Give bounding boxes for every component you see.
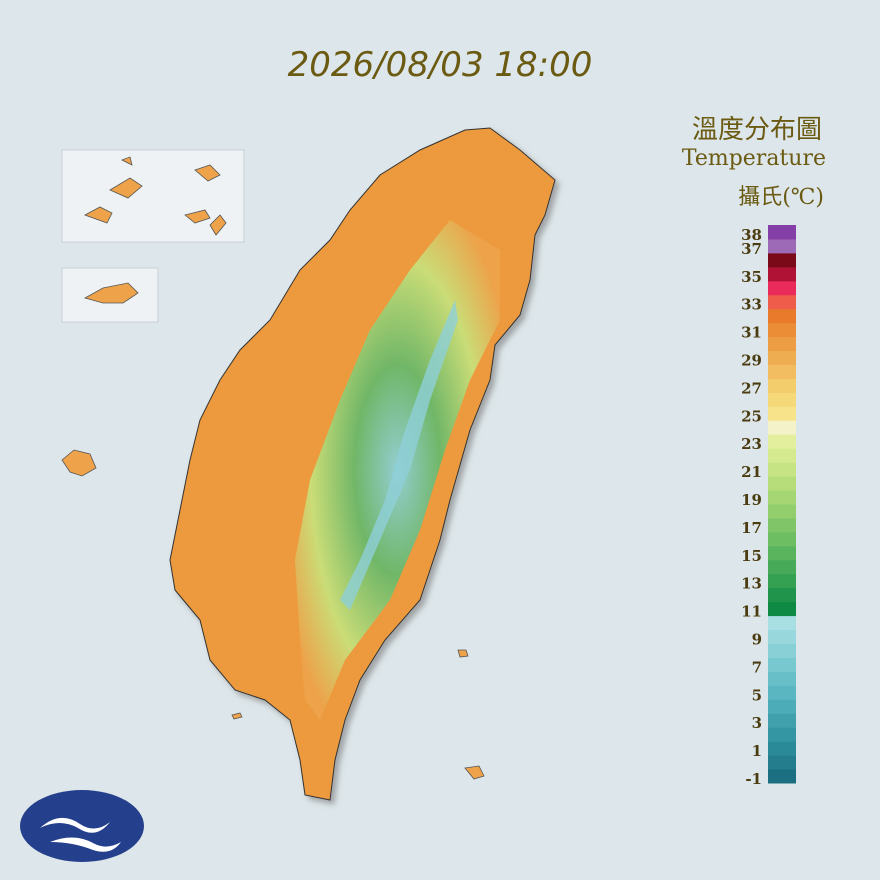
colorbar-swatch <box>768 573 796 589</box>
colorbar-tick-label: -1 <box>745 770 762 788</box>
colorbar-swatch <box>768 769 796 784</box>
colorbar <box>768 225 796 784</box>
colorbar-swatch <box>768 504 796 519</box>
colorbar-swatch <box>768 350 796 365</box>
colorbar-swatch <box>768 629 796 644</box>
colorbar-swatch <box>768 280 796 296</box>
colorbar-swatch <box>768 420 796 435</box>
colorbar-swatch <box>768 643 796 658</box>
high-peaks <box>340 300 458 610</box>
colorbar-swatch <box>768 238 796 254</box>
colorbar-swatch <box>768 699 796 714</box>
colorbar-swatch <box>768 531 796 547</box>
colorbar-swatch <box>768 545 796 561</box>
colorbar-tick-label: 27 <box>741 379 762 397</box>
colorbar-tick-label: 1 <box>752 742 762 760</box>
colorbar-tick-label: 13 <box>741 575 762 593</box>
colorbar-tick-label: 37 <box>741 240 762 258</box>
colorbar-swatch <box>768 448 796 463</box>
colorbar-swatch <box>768 755 796 770</box>
colorbar-tick-label: 23 <box>741 435 762 453</box>
colorbar-swatch <box>768 364 796 379</box>
colorbar-swatch <box>768 601 796 617</box>
colorbar-tick-label: 15 <box>741 547 762 565</box>
legend-unit: 攝氏(℃) <box>738 185 824 210</box>
colorbar-swatch <box>768 657 796 672</box>
colorbar-swatch <box>768 308 796 324</box>
colorbar-swatch <box>768 587 796 603</box>
colorbar-tick-label: 31 <box>741 324 762 342</box>
colorbar-tick-label: 38 <box>741 226 762 244</box>
timestamp: 2026/08/03 18:00 <box>288 45 593 85</box>
colorbar-swatch <box>768 727 796 742</box>
colorbar-tick-label: 7 <box>752 658 762 676</box>
colorbar-tick-label: 17 <box>741 519 762 537</box>
colorbar-swatch <box>768 490 796 505</box>
colorbar-tick-label: 11 <box>741 603 762 621</box>
colorbar-swatch <box>768 252 796 268</box>
colorbar-tick-label: 25 <box>741 407 762 425</box>
outlying-islands <box>61 149 485 780</box>
colorbar-swatch <box>768 462 796 477</box>
colorbar-tick-label: 29 <box>741 352 762 370</box>
logo <box>20 790 144 862</box>
colorbar-tick-label: 19 <box>741 491 762 509</box>
colorbar-tick-label: 33 <box>741 296 762 314</box>
colorbar-swatch <box>768 559 796 575</box>
colorbar-swatch <box>768 671 796 686</box>
legend-title: 溫度分布圖 <box>692 115 822 145</box>
colorbar-swatch <box>768 713 796 728</box>
colorbar-swatch <box>768 378 796 393</box>
colorbar-swatch <box>768 434 796 449</box>
colorbar-tick-label: 3 <box>752 714 762 732</box>
colorbar-swatch <box>768 615 796 631</box>
colorbar-swatch <box>768 294 796 310</box>
colorbar-tick-label: 5 <box>752 686 762 704</box>
colorbar-swatch <box>768 392 796 407</box>
colorbar-swatch <box>768 517 796 533</box>
colorbar-swatch <box>768 322 796 338</box>
colorbar-tick-label: 21 <box>741 463 762 481</box>
colorbar-swatch <box>768 225 796 240</box>
colorbar-swatch <box>768 266 796 282</box>
colorbar-swatch <box>768 336 796 352</box>
legend-subtitle: Temperature <box>682 146 826 171</box>
colorbar-swatch <box>768 406 796 421</box>
colorbar-swatch <box>768 476 796 491</box>
colorbar-tick-label: 35 <box>741 268 762 286</box>
colorbar-tick-label: 9 <box>752 631 762 649</box>
colorbar-swatch <box>768 685 796 700</box>
colorbar-swatch <box>768 741 796 756</box>
